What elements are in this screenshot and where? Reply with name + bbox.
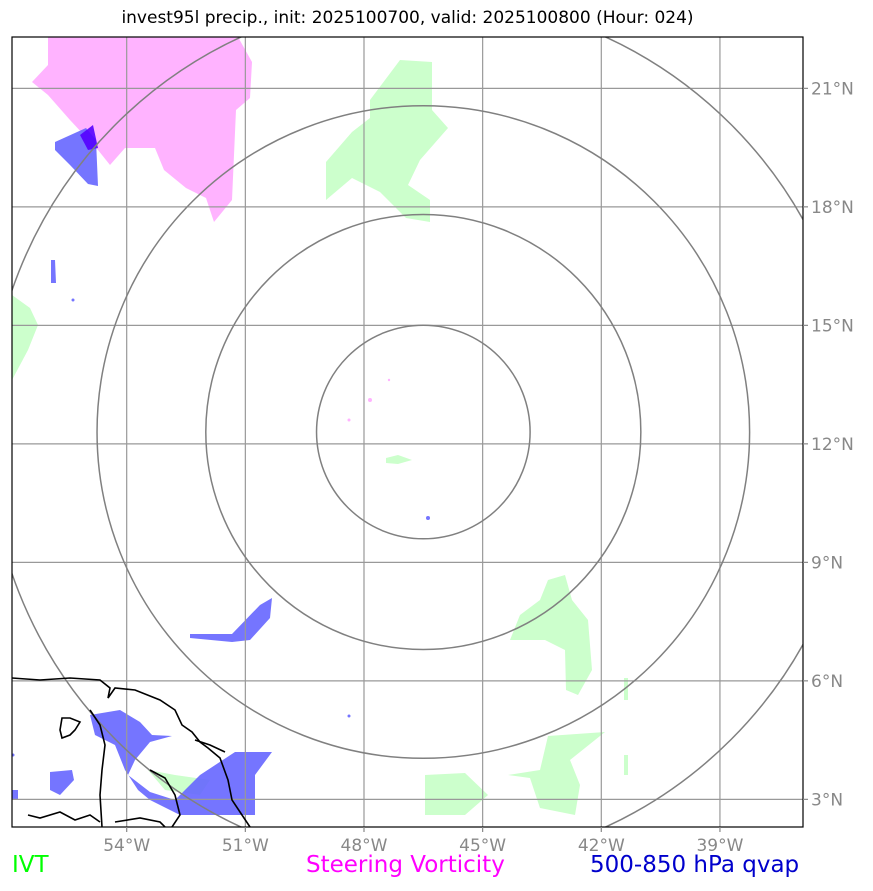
legend-qvap: 500-850 hPa qvap <box>590 852 800 878</box>
qvap-dot <box>347 714 351 718</box>
graticule <box>12 37 803 827</box>
range-rings <box>12 37 803 827</box>
qvap-dot <box>12 753 15 757</box>
latitude-labels: 21°N 18°N 15°N 12°N 9°N 6°N 3°N <box>811 79 854 810</box>
coastline-interior <box>114 817 166 827</box>
ivt-regions <box>12 60 628 815</box>
coastline <box>12 677 251 827</box>
lon-tick-label: 39°W <box>696 836 743 856</box>
coastline-lake <box>59 717 82 740</box>
lat-tick-label: 15°N <box>811 316 854 336</box>
axis-ticks <box>126 87 808 832</box>
qvap-regions <box>12 125 430 815</box>
coastline-inland <box>89 709 106 827</box>
legend-ivt: IVT <box>12 852 49 878</box>
qvap-region-nw-core <box>80 125 98 150</box>
lat-tick-label: 18°N <box>811 198 854 218</box>
longitude-labels: 54°W 51°W 48°W 45°W 42°W 39°W <box>103 836 743 856</box>
vorticity-regions <box>32 37 391 422</box>
ivt-region-south-mid <box>425 773 488 815</box>
qvap-region-edge <box>12 790 18 800</box>
ivt-region-north <box>326 60 448 222</box>
coastline-border <box>149 769 181 827</box>
coastline-guianas <box>12 677 251 827</box>
range-ring <box>315 324 531 540</box>
range-ring <box>96 104 751 760</box>
lat-tick-label: 12°N <box>811 435 854 455</box>
vorticity-dot <box>347 418 351 422</box>
qvap-dot <box>71 298 75 302</box>
qvap-region-strip <box>51 260 56 283</box>
lat-tick-label: 9°N <box>811 553 843 573</box>
vorticity-region-nw <box>32 37 252 222</box>
qvap-region-island <box>50 770 74 795</box>
lon-tick-label: 54°W <box>103 836 150 856</box>
coastline-south <box>27 811 101 823</box>
qvap-dot <box>426 516 430 520</box>
qvap-region-coast <box>90 710 272 815</box>
lat-tick-label: 6°N <box>811 672 843 692</box>
ivt-region-strip2 <box>624 755 628 775</box>
lat-tick-label: 21°N <box>811 79 854 99</box>
range-ring <box>205 213 642 651</box>
ivt-region-south-east2 <box>508 732 605 815</box>
vorticity-dot <box>368 398 372 402</box>
coastline-inland2 <box>194 739 226 753</box>
vorticity-dot <box>387 378 391 382</box>
ivt-region-center-blob <box>386 455 412 464</box>
ivt-region-strip <box>624 678 628 700</box>
qvap-region-mid <box>190 598 272 642</box>
ivt-region-west <box>12 295 38 380</box>
ivt-region-southeast <box>510 575 592 695</box>
lon-tick-label: 45°W <box>459 836 506 856</box>
lat-tick-label: 3°N <box>811 790 843 810</box>
lon-tick-label: 42°W <box>578 836 625 856</box>
lon-tick-label: 48°W <box>341 836 388 856</box>
map-title: invest95l precip., init: 2025100700, val… <box>121 8 694 28</box>
map-frame <box>11 36 804 828</box>
lon-tick-label: 51°W <box>222 836 269 856</box>
legend-steering-vorticity: Steering Vorticity <box>306 852 505 878</box>
